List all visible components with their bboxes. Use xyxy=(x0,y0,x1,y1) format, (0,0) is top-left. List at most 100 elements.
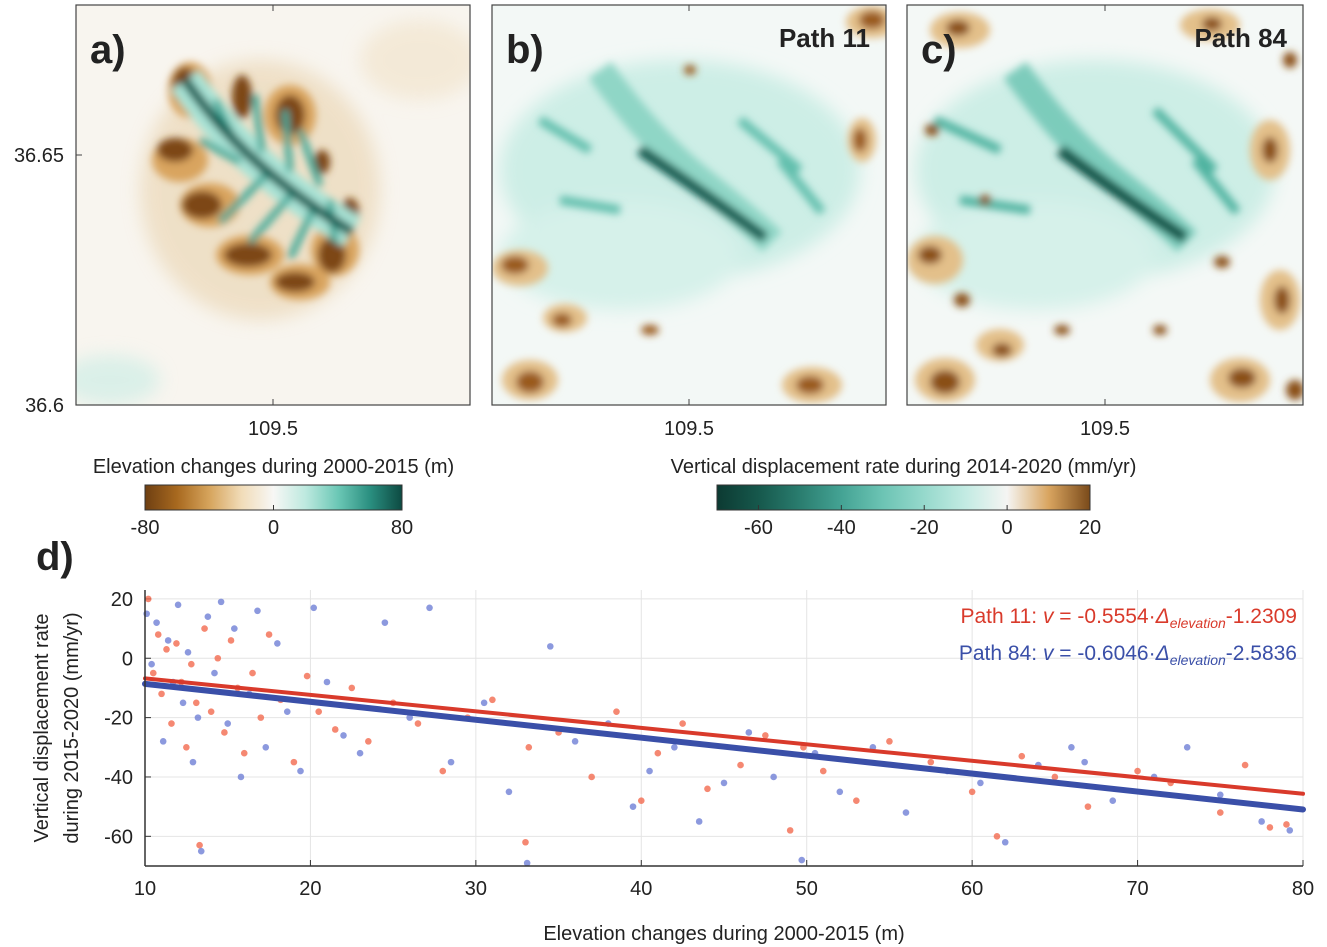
legend-text: v xyxy=(1043,642,1055,665)
point xyxy=(207,708,215,715)
point xyxy=(426,604,433,612)
fit-line xyxy=(142,680,1306,813)
panel-label: a) xyxy=(90,28,126,72)
point xyxy=(523,859,531,867)
x-tick-label: 10 xyxy=(134,878,156,900)
point xyxy=(148,660,155,668)
point xyxy=(886,738,893,745)
colorbar xyxy=(716,484,1091,511)
point xyxy=(522,838,529,846)
y-axis-label: during 2015-2020 (mm/yr) xyxy=(61,612,83,843)
point xyxy=(853,797,860,805)
point xyxy=(977,779,984,787)
point xyxy=(745,729,753,736)
point xyxy=(254,607,261,615)
point xyxy=(158,690,165,698)
point xyxy=(637,797,645,805)
point xyxy=(737,761,744,769)
point xyxy=(315,708,323,715)
point xyxy=(798,856,806,864)
point xyxy=(447,758,455,766)
point xyxy=(704,785,711,793)
point xyxy=(770,773,777,781)
point xyxy=(414,720,422,727)
point xyxy=(1286,827,1294,834)
point xyxy=(1051,773,1059,781)
legend-text: -0.5554 xyxy=(1077,605,1149,628)
colorbar-title: Vertical displacement rate during 2014-2… xyxy=(671,456,1137,478)
point xyxy=(174,601,182,609)
point xyxy=(439,767,447,775)
point xyxy=(679,720,686,727)
point xyxy=(183,743,190,751)
path-label: Path 11 xyxy=(779,23,870,53)
legend-text: -0.6046 xyxy=(1077,642,1148,665)
y-tick-label: 20 xyxy=(111,589,133,611)
point xyxy=(227,637,235,644)
point xyxy=(283,708,291,715)
point xyxy=(257,714,265,721)
point xyxy=(629,803,637,810)
point xyxy=(525,743,533,751)
legend-text: elevation xyxy=(1170,615,1226,631)
point xyxy=(214,654,222,662)
legend-text: -1.2309 xyxy=(1226,605,1297,628)
x-tick-label: 109.5 xyxy=(1080,418,1130,440)
point xyxy=(695,818,703,825)
point xyxy=(646,767,653,775)
legend-text: Δ xyxy=(1155,642,1170,665)
y-axis-label: Vertical displacement rate xyxy=(31,613,53,842)
point xyxy=(927,758,935,766)
legend-text: Δ xyxy=(1155,605,1170,628)
y-tick-label: 0 xyxy=(122,648,133,670)
point xyxy=(323,678,331,686)
y-tick-label: -20 xyxy=(104,708,133,730)
x-tick-label: 109.5 xyxy=(248,418,298,440)
point xyxy=(240,749,248,757)
x-tick-label: 109.5 xyxy=(664,418,714,440)
point xyxy=(762,732,769,739)
point xyxy=(197,847,205,855)
point xyxy=(588,773,595,781)
point xyxy=(196,841,203,849)
x-tick-label: 40 xyxy=(630,878,652,900)
y-tick-label: 36.65 xyxy=(14,145,64,167)
x-tick-label: 30 xyxy=(465,878,487,900)
point xyxy=(179,699,187,707)
point xyxy=(297,767,304,775)
colorbar-tick-label: -60 xyxy=(744,517,773,539)
legend-text: -2.5836 xyxy=(1226,642,1297,665)
point xyxy=(571,738,579,745)
point xyxy=(671,743,678,751)
y-tick-label: -60 xyxy=(104,826,133,848)
point xyxy=(1241,761,1249,769)
point xyxy=(1266,824,1274,831)
point xyxy=(1283,821,1290,828)
colorbar-tick-label: 80 xyxy=(391,517,413,539)
y-tick-label: 36.6 xyxy=(25,395,64,417)
point xyxy=(224,720,232,727)
map-image xyxy=(907,5,1303,405)
point xyxy=(489,696,496,704)
point xyxy=(211,669,218,677)
x-tick-label: 70 xyxy=(1126,878,1148,900)
colorbar-tick-label: 20 xyxy=(1079,517,1101,539)
point xyxy=(262,743,270,751)
point xyxy=(968,788,976,796)
legend-text: Path 11 xyxy=(960,605,1031,628)
point xyxy=(406,714,413,721)
point xyxy=(189,758,197,766)
colorbar-tick-label: 0 xyxy=(1002,517,1013,539)
point xyxy=(154,631,162,638)
panel-label: b) xyxy=(506,28,544,72)
point xyxy=(237,773,245,781)
point xyxy=(720,779,728,787)
fit-line xyxy=(143,676,1305,796)
point xyxy=(1081,758,1088,766)
point xyxy=(547,643,554,650)
point xyxy=(192,699,200,707)
legend-entry: Path 84: v = -0.6046·Δelevation-2.5836 xyxy=(959,642,1297,668)
point xyxy=(381,619,389,626)
point xyxy=(188,660,195,668)
point xyxy=(836,788,844,796)
